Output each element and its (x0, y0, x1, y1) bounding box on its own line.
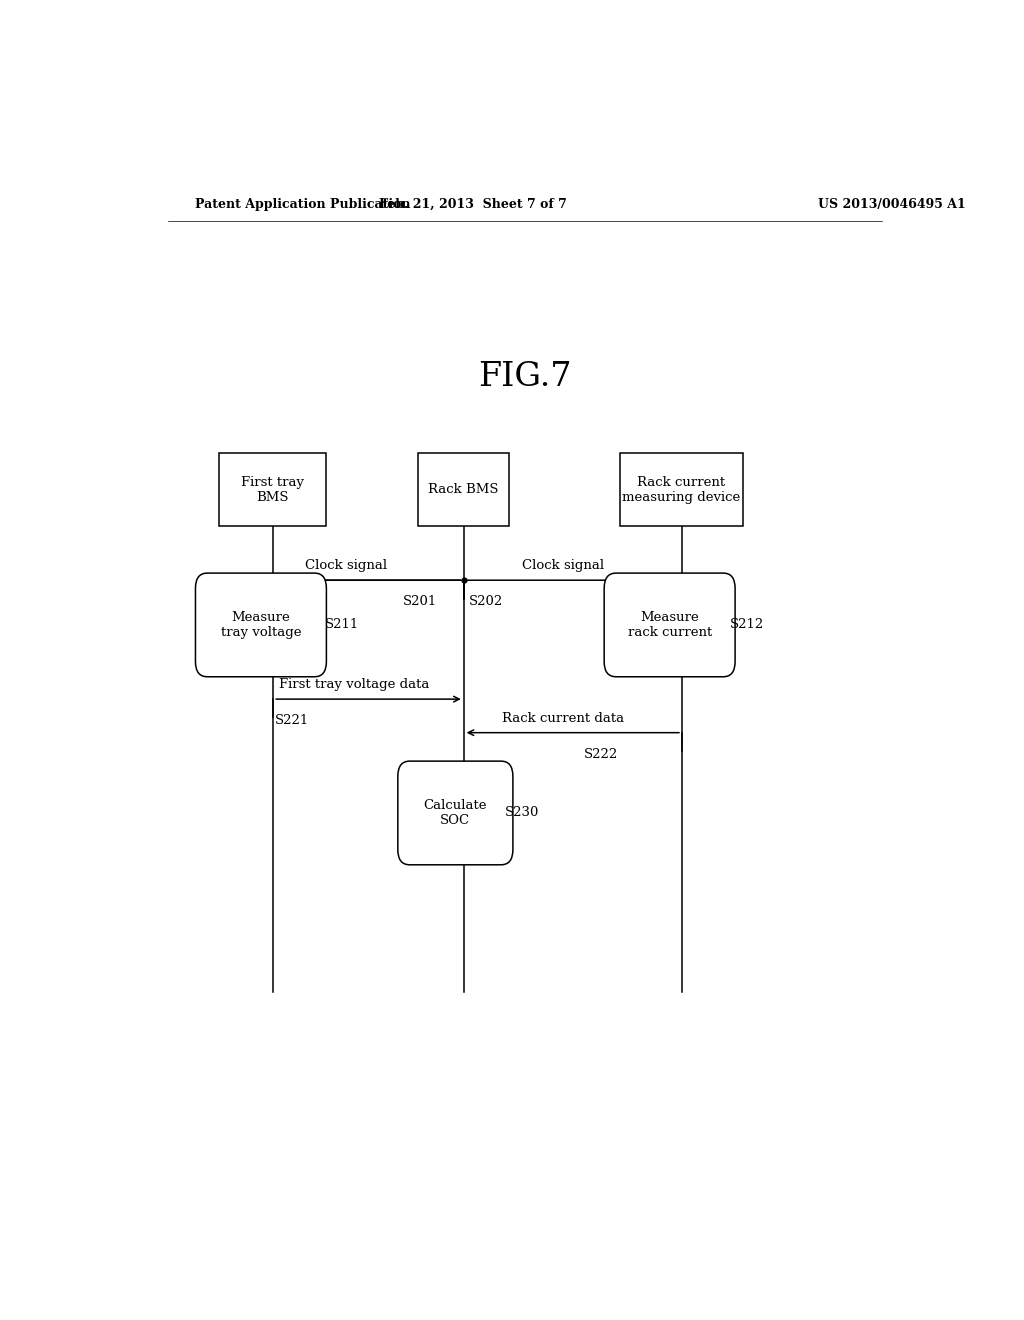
Text: Clock signal: Clock signal (305, 560, 387, 572)
Text: S211: S211 (325, 619, 359, 631)
Text: Rack current data: Rack current data (502, 711, 624, 725)
Text: Measure
tray voltage: Measure tray voltage (221, 611, 301, 639)
FancyBboxPatch shape (418, 453, 509, 527)
Text: Rack current
measuring device: Rack current measuring device (623, 475, 740, 504)
Text: FIG.7: FIG.7 (478, 360, 571, 393)
FancyBboxPatch shape (196, 573, 327, 677)
Text: S222: S222 (585, 748, 618, 760)
Text: US 2013/0046495 A1: US 2013/0046495 A1 (818, 198, 967, 211)
FancyBboxPatch shape (604, 573, 735, 677)
FancyBboxPatch shape (620, 453, 743, 527)
Text: S230: S230 (505, 807, 540, 820)
Text: Calculate
SOC: Calculate SOC (424, 799, 487, 826)
Text: S212: S212 (729, 619, 764, 631)
Text: Rack BMS: Rack BMS (428, 483, 499, 496)
Text: First tray
BMS: First tray BMS (242, 475, 304, 504)
FancyBboxPatch shape (219, 453, 327, 527)
Text: S202: S202 (469, 595, 504, 609)
Text: S221: S221 (274, 714, 309, 727)
Text: Measure
rack current: Measure rack current (628, 611, 712, 639)
Text: First tray voltage data: First tray voltage data (279, 678, 429, 690)
FancyBboxPatch shape (397, 762, 513, 865)
Text: Clock signal: Clock signal (522, 560, 604, 572)
Text: Feb. 21, 2013  Sheet 7 of 7: Feb. 21, 2013 Sheet 7 of 7 (379, 198, 567, 211)
Text: Patent Application Publication: Patent Application Publication (196, 198, 411, 211)
Text: S201: S201 (403, 595, 437, 609)
